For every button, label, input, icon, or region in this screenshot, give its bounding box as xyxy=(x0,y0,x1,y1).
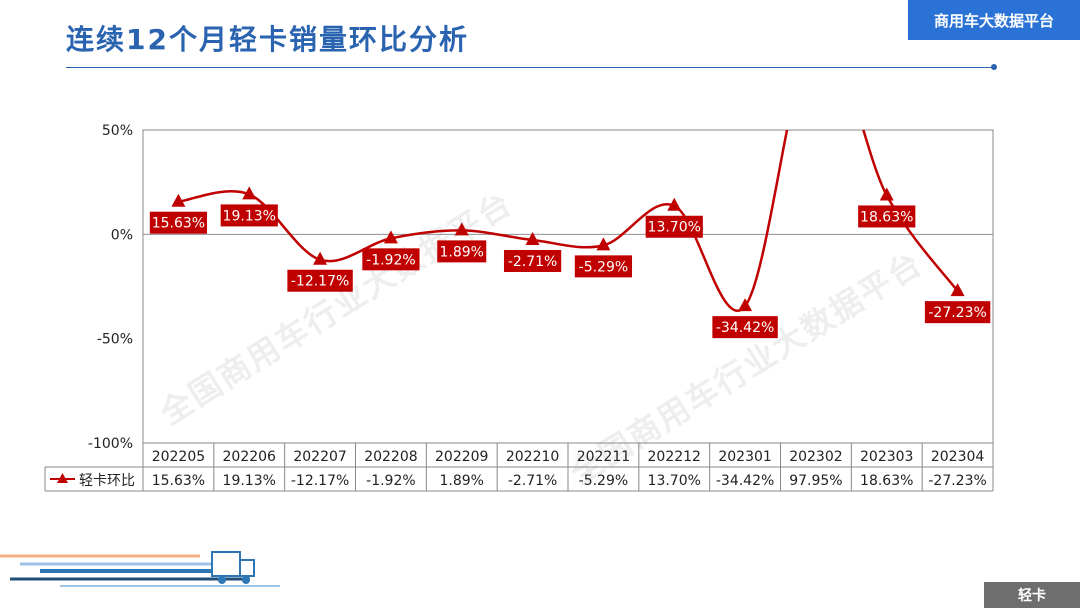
data-point xyxy=(313,251,328,265)
data-label-box xyxy=(362,248,420,271)
data-point xyxy=(454,222,469,236)
x-tick-label: 202303 xyxy=(860,449,913,465)
table-value: -27.23% xyxy=(928,473,986,489)
data-label: -34.42% xyxy=(716,320,774,336)
table-value: 18.63% xyxy=(860,473,913,489)
legend-label: 轻卡环比 xyxy=(79,473,135,489)
data-point xyxy=(525,231,540,245)
data-label-box xyxy=(287,269,353,292)
data-label: -2.71% xyxy=(508,254,558,270)
data-point xyxy=(667,197,682,211)
x-tick-label: 202205 xyxy=(152,449,205,465)
x-tick-label: 202206 xyxy=(223,449,277,465)
x-tick-label: 202209 xyxy=(435,449,488,465)
data-label: -1.92% xyxy=(366,252,416,268)
table-value: -5.29% xyxy=(579,473,629,489)
title-divider-dot xyxy=(991,64,997,70)
data-point xyxy=(596,237,611,251)
data-point xyxy=(242,186,257,200)
x-tick-label: 202208 xyxy=(364,449,417,465)
data-point xyxy=(879,187,894,201)
x-tick-label: 202211 xyxy=(577,449,630,465)
data-label: 18.63% xyxy=(860,209,913,225)
x-tick-label: 202304 xyxy=(931,449,985,465)
plot-area xyxy=(142,129,994,444)
legend-marker xyxy=(57,473,68,483)
data-point xyxy=(950,283,965,297)
page-title: 连续12个月轻卡销量环比分析 xyxy=(66,23,469,56)
data-label-box xyxy=(924,301,991,324)
data-label: 13.70% xyxy=(648,220,701,236)
data-label-box xyxy=(645,215,703,238)
category-badge: 轻卡 xyxy=(984,582,1080,608)
data-label-box xyxy=(437,240,487,263)
data-point xyxy=(383,230,398,244)
table-value: -34.42% xyxy=(716,473,774,489)
y-tick-label: -100% xyxy=(88,436,133,452)
table-value: -12.17% xyxy=(291,473,349,489)
y-tick-label: -50% xyxy=(97,332,133,348)
table-value: 1.89% xyxy=(440,473,484,489)
x-tick-label: 202212 xyxy=(648,449,701,465)
x-tick-label: 202207 xyxy=(293,449,346,465)
table-value: 15.63% xyxy=(152,473,205,489)
x-tick-label: 202302 xyxy=(789,449,842,465)
data-label: 15.63% xyxy=(152,216,205,232)
data-label: -5.29% xyxy=(579,259,629,275)
data-label-box xyxy=(858,205,916,228)
data-label: 1.89% xyxy=(440,244,484,260)
y-tick-label: 0% xyxy=(111,227,133,243)
truck-decoration xyxy=(0,551,280,587)
data-point xyxy=(738,298,753,312)
x-tick-label: 202210 xyxy=(506,449,559,465)
data-label-box xyxy=(712,316,778,339)
title-divider xyxy=(66,67,996,68)
data-label: -27.23% xyxy=(928,305,986,321)
table-value: -1.92% xyxy=(366,473,416,489)
data-label-box xyxy=(503,249,562,272)
brand-badge: 商用车大数据平台 xyxy=(908,0,1080,40)
data-label-box xyxy=(149,211,208,234)
data-label-box xyxy=(574,255,633,278)
x-tick-label: 202301 xyxy=(718,449,771,465)
y-tick-label: 50% xyxy=(102,123,133,139)
table-value: 19.13% xyxy=(223,473,276,489)
table-value: -2.71% xyxy=(508,473,558,489)
data-label-box xyxy=(220,204,278,227)
data-label: -12.17% xyxy=(291,274,349,290)
data-label: 19.13% xyxy=(223,208,276,224)
data-point xyxy=(171,193,186,207)
series-line xyxy=(178,130,959,312)
table-value: 97.95% xyxy=(789,473,842,489)
table-value: 13.70% xyxy=(648,473,701,489)
